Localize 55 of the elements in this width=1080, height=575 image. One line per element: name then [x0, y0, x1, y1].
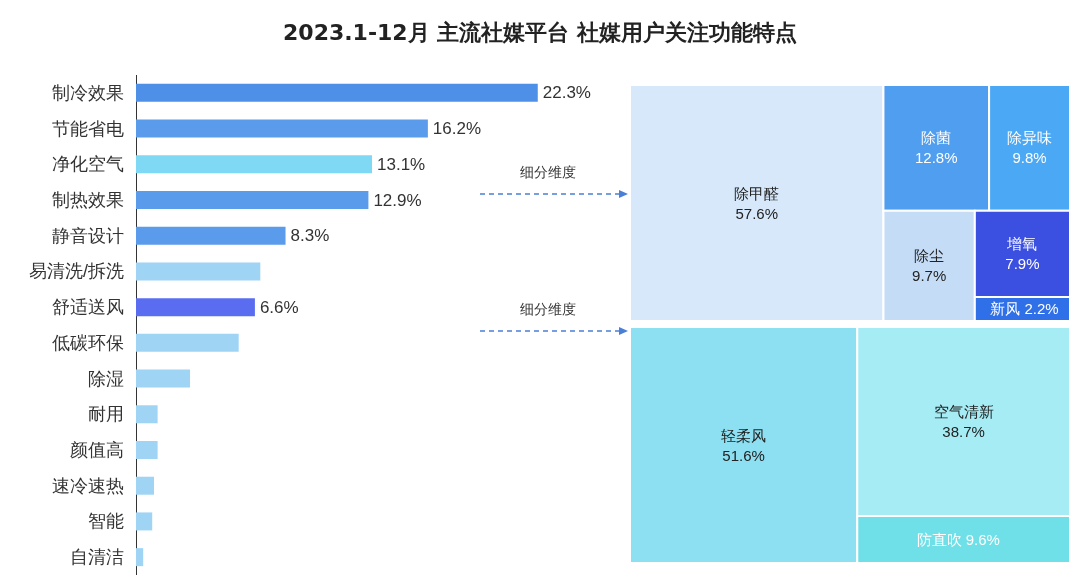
bar: [136, 191, 369, 209]
data-label: 38.7%: [942, 423, 985, 441]
bar: [136, 476, 155, 495]
y-tick-label: 制热效果: [52, 190, 124, 210]
data-label: 9.8%: [1012, 149, 1047, 167]
y-tick-label: 低碳环保: [52, 332, 124, 353]
annotation: 细分维度: [520, 301, 576, 319]
chart-title: 2023.1-12月 主流社媒平台 社媒用户关注功能特点: [282, 19, 798, 47]
y-tick-label: 耐用: [88, 404, 124, 425]
data-label: 8.3%: [290, 226, 330, 246]
category-label: 防直吹: [916, 531, 962, 549]
y-tick-label: 速冷速热: [52, 475, 124, 496]
bar: [136, 119, 428, 138]
bar: [136, 405, 158, 424]
bar: [136, 226, 286, 245]
bar: [136, 333, 239, 352]
bar: [136, 512, 153, 531]
category-label: 除菌: [921, 129, 952, 147]
y-tick-label: 节能省电: [52, 118, 124, 139]
y-tick-label: 自清洁: [70, 547, 124, 568]
bar: [136, 83, 538, 102]
y-tick-label: 易清洗/拆洗: [28, 261, 124, 282]
bar: [136, 441, 158, 459]
bar: [136, 155, 373, 174]
data-label: 7.9%: [1005, 255, 1040, 273]
category-label: 轻柔风: [721, 426, 767, 444]
data-label: 16.2%: [432, 119, 482, 139]
data-label: 12.8%: [915, 149, 958, 167]
y-tick-label: 静音设计: [52, 225, 124, 246]
data-label: 22.3%: [542, 83, 591, 103]
bar: [136, 262, 261, 281]
bar: [136, 369, 191, 388]
data-label: 9.7%: [912, 267, 947, 285]
category-label: 增氧: [1006, 235, 1038, 253]
bar: [136, 548, 144, 567]
category-label: 除尘: [914, 247, 945, 265]
category-label: 除异味: [1007, 129, 1053, 147]
y-tick-label: 除湿: [88, 368, 124, 389]
data-label: 6.6%: [259, 297, 299, 317]
category-label: 新风: [990, 300, 1021, 318]
y-tick-label: 制冷效果: [52, 82, 124, 103]
data-label: 51.6%: [722, 446, 765, 464]
y-tick-label: 颜值高: [70, 440, 124, 460]
data-label: 12.9%: [373, 190, 422, 210]
category-label: 空气清新: [933, 403, 994, 421]
annotation: 细分维度: [520, 164, 576, 183]
y-tick-label: 净化空气: [52, 154, 124, 175]
data-label: 2.2%: [1024, 300, 1059, 318]
y-tick-label: 智能: [88, 511, 124, 532]
data-label: 57.6%: [735, 204, 778, 222]
category-label: 除甲醛: [734, 184, 780, 202]
bar: [136, 298, 255, 317]
y-tick-label: 舒适送风: [52, 297, 124, 318]
data-label: 13.1%: [377, 154, 426, 174]
data-label: 9.6%: [965, 531, 1000, 549]
